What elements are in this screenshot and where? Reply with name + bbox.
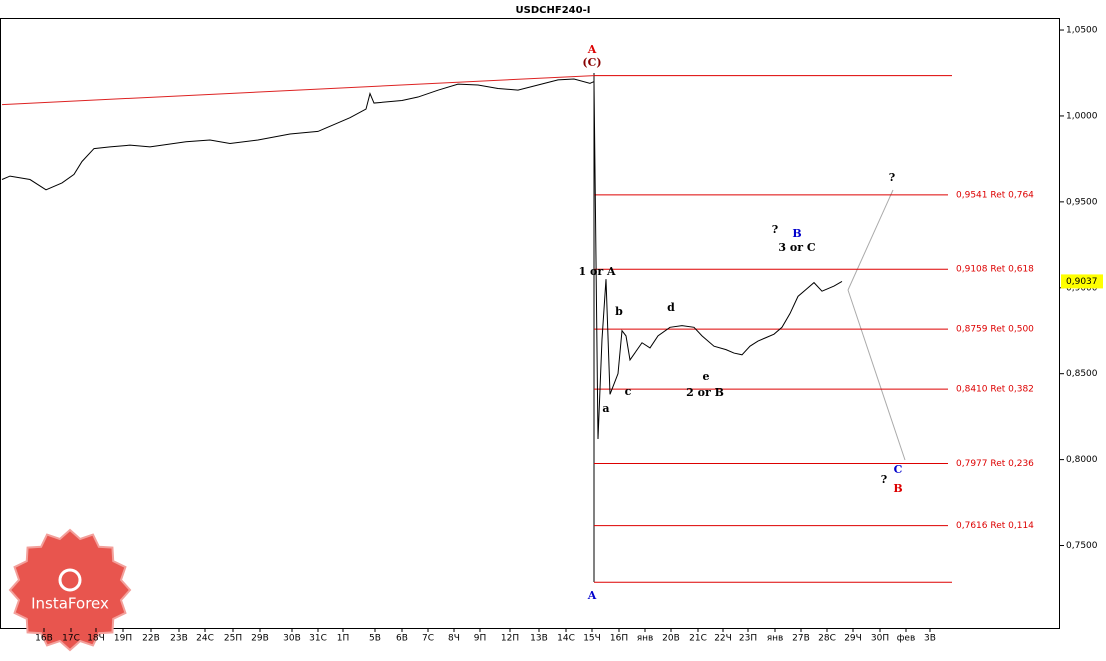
projection: [847, 189, 894, 291]
wave-label: ?: [772, 223, 778, 236]
x-tick-label: 29В: [251, 634, 269, 644]
x-tick-label: 22Ч: [714, 634, 732, 644]
logo-text: InstaForex: [31, 595, 109, 613]
chart-title: USDCHF240-I: [516, 5, 591, 16]
x-tick-label: 6В: [396, 634, 408, 644]
plot-frame: [0, 18, 1060, 629]
wave-label: c: [625, 385, 632, 398]
wave-label: A: [587, 43, 597, 56]
x-tick-label: янв: [637, 634, 654, 644]
wave-label: d: [667, 301, 675, 314]
fib-label: 0,7977 Ret 0,236: [956, 459, 1034, 469]
x-tick-label: 16П: [610, 634, 628, 644]
fib-label: 0,8410 Ret 0,382: [956, 385, 1034, 395]
x-tick-label: 23П: [739, 634, 757, 644]
x-tick-label: 3В: [924, 634, 936, 644]
y-tick-label: 1,0500: [1066, 26, 1098, 36]
x-tick-label: 31С: [309, 634, 327, 644]
x-tick-label: 15Ч: [583, 634, 601, 644]
wave-label: C: [894, 463, 903, 476]
wave-label: ?: [881, 473, 887, 486]
x-tick-label: 30В: [283, 634, 301, 644]
y-tick-label: 0,7500: [1066, 541, 1098, 551]
x-tick-label: 28С: [818, 634, 836, 644]
x-tick-label: 16В: [35, 634, 53, 644]
x-tick-label: 8Ч: [448, 634, 460, 644]
wave-label: B: [792, 227, 801, 240]
x-tick-label: 22В: [142, 634, 160, 644]
y-tick-label: 0,9500: [1066, 197, 1098, 207]
wave-label: A: [587, 589, 597, 602]
wave-label: b: [615, 305, 623, 318]
x-tick-label: 24С: [196, 634, 214, 644]
x-tick-label: 7С: [422, 634, 434, 644]
x-tick-label: 18Ч: [87, 634, 105, 644]
projection: [847, 289, 906, 461]
trend-line: [1, 75, 595, 106]
y-tick-label: 0,8500: [1066, 369, 1098, 379]
wave-label: (C): [582, 56, 601, 69]
x-tick-label: 25П: [224, 634, 242, 644]
x-tick-label: 21С: [689, 634, 707, 644]
wave-label: ?: [889, 171, 895, 184]
x-tick-label: 29Ч: [844, 634, 862, 644]
fib-label: 0,9541 Ret 0,764: [956, 190, 1034, 200]
wave-label: 2 or B: [686, 386, 724, 399]
x-tick-label: 14С: [557, 634, 575, 644]
x-tick-label: янв: [767, 634, 784, 644]
x-tick-label: 9П: [474, 634, 487, 644]
wave-label: B: [893, 482, 902, 495]
wave-label: e: [703, 370, 710, 383]
y-tick-label: 0,8000: [1066, 455, 1098, 465]
x-tick-label: 17С: [62, 634, 80, 644]
current-price-label: 0,9037: [1066, 277, 1098, 287]
logo-icon: [58, 568, 82, 592]
fib-label: 0,9108 Ret 0,618: [956, 265, 1034, 275]
price-line: [1, 78, 843, 440]
x-tick-label: 13В: [530, 634, 548, 644]
x-tick-label: 19П: [114, 634, 132, 644]
fib-label: 0,8759 Ret 0,500: [956, 325, 1034, 335]
x-tick-label: 1П: [337, 634, 350, 644]
x-tick-label: 27В: [792, 634, 810, 644]
fib-label: 0,7616 Ret 0,114: [956, 521, 1034, 531]
current-price-box: [1061, 274, 1103, 289]
wave-label: 1 or A: [579, 265, 616, 278]
logo: InstaForex: [8, 528, 132, 652]
wave-label: a: [602, 402, 609, 415]
x-tick-label: фев: [897, 634, 916, 644]
wave-label: 3 or C: [778, 241, 815, 254]
y-tick-label: 1,0000: [1066, 111, 1098, 121]
x-tick-label: 20В: [662, 634, 680, 644]
x-tick-label: 30П: [871, 634, 889, 644]
x-tick-label: 23В: [170, 634, 188, 644]
x-tick-label: 12П: [501, 634, 519, 644]
x-tick-label: 5В: [369, 634, 381, 644]
